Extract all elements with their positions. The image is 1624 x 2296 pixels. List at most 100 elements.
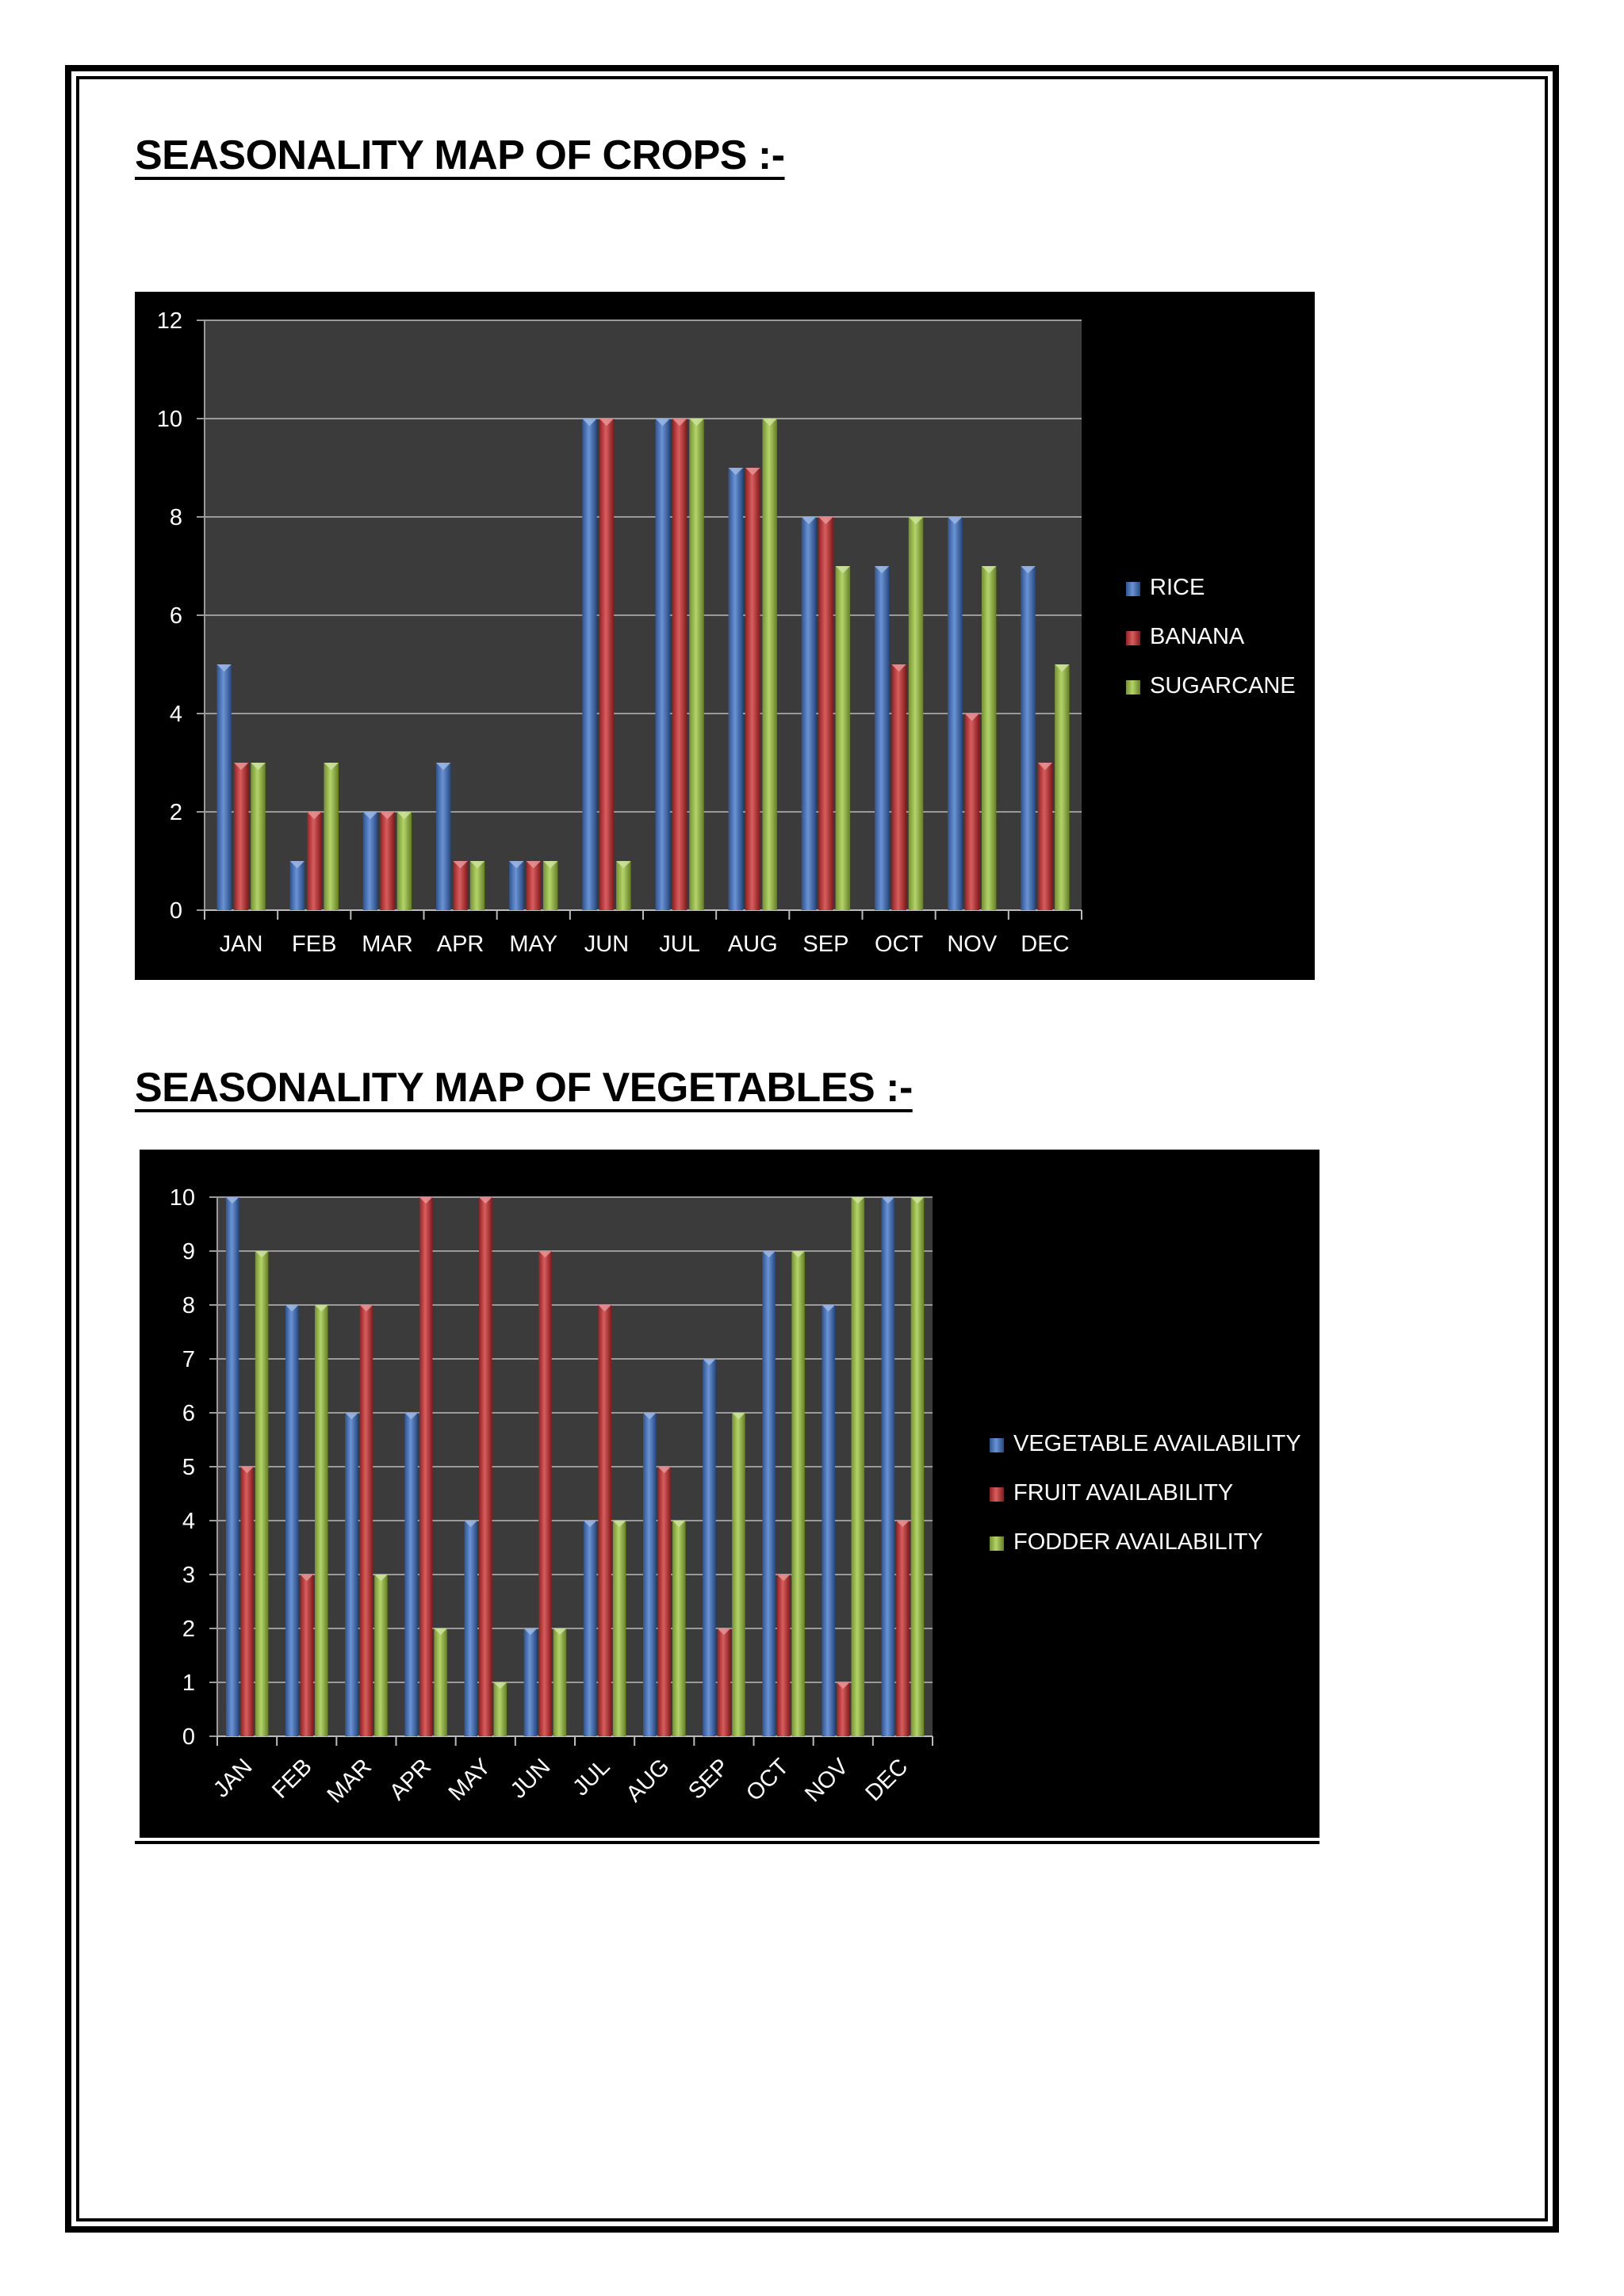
bar-cap xyxy=(526,861,541,869)
x-tick-label: JAN xyxy=(209,1754,257,1802)
bar-cap xyxy=(703,1359,716,1366)
y-tick-label: 6 xyxy=(170,603,182,629)
page-outer-border xyxy=(65,65,1559,2233)
bar-cap xyxy=(374,1575,388,1582)
bar-banana-apr xyxy=(453,861,468,910)
x-tick-label: JAN xyxy=(220,932,263,957)
bar-rice-jun xyxy=(582,419,597,910)
bar-cap xyxy=(300,1575,314,1582)
bar-sugarcane-oct xyxy=(908,517,924,910)
bar-cap xyxy=(616,861,631,869)
bar-cap xyxy=(362,812,378,820)
bar-sugarcane-sep xyxy=(835,566,851,910)
bar-cap xyxy=(776,1575,791,1582)
bar-cap xyxy=(493,1682,508,1689)
x-tick-label: APR xyxy=(385,1754,436,1805)
x-tick-label: APR xyxy=(437,932,485,957)
bar-vegetable-availability-feb xyxy=(285,1305,299,1736)
bar-rice-mar xyxy=(362,812,378,910)
bar-sugarcane-aug xyxy=(762,419,777,910)
legend-swatch-rice xyxy=(1126,582,1140,596)
bar-banana-sep xyxy=(818,517,833,910)
legend-swatch-fruit-availability xyxy=(990,1487,1004,1502)
x-tick-label: MAR xyxy=(323,1754,377,1808)
bar-cap xyxy=(289,861,305,869)
bar-banana-dec xyxy=(1037,763,1053,910)
vegetables-chart-svg: 0 1 2 3 4 5 6 7 8 9 10 JAN FEB MAR APR MAY JUN JUL AUG SEP O… xyxy=(170,1185,1301,1808)
bar-fruit-availability-sep xyxy=(717,1628,731,1736)
bottom-rule xyxy=(135,1841,1320,1844)
bar-cap xyxy=(672,1521,686,1528)
bar-cap xyxy=(469,861,485,869)
x-tick-label: FEB xyxy=(267,1754,317,1804)
y-tick-label: 1 xyxy=(182,1670,195,1696)
y-tick-label: 4 xyxy=(182,1509,195,1534)
bar-sugarcane-mar xyxy=(396,812,412,910)
legend-label-sugarcane: SUGARCANE xyxy=(1150,673,1296,698)
y-tick-label: 3 xyxy=(182,1563,195,1588)
bar-cap xyxy=(655,419,670,427)
bar-sugarcane-feb xyxy=(324,763,339,910)
vegetables-seasonality-chart: 0 1 2 3 4 5 6 7 8 9 10 JAN FEB MAR APR MAY JUN JUL AUG SEP O… xyxy=(140,1150,1320,1838)
y-tick-label: 10 xyxy=(157,407,182,432)
bar-vegetable-availability-may xyxy=(464,1521,477,1736)
bar-cap xyxy=(251,763,266,771)
y-tick-label: 2 xyxy=(182,1617,195,1642)
bar-cap xyxy=(896,1521,910,1528)
bar-fodder-availability-jul xyxy=(612,1521,626,1736)
bar-banana-nov xyxy=(964,714,979,910)
bar-sugarcane-nov xyxy=(981,566,997,910)
bar-cap xyxy=(672,419,688,427)
bar-rice-nov xyxy=(948,517,963,910)
legend-label-fruit-availability: FRUIT AVAILABILITY xyxy=(1013,1480,1233,1506)
bar-fruit-availability-jan xyxy=(240,1467,254,1736)
bar-cap xyxy=(1021,566,1036,574)
bar-fodder-availability-jan xyxy=(255,1251,269,1736)
x-tick-label: NOV xyxy=(800,1754,854,1808)
bar-sugarcane-jun xyxy=(616,861,631,910)
bar-cap xyxy=(910,1197,925,1204)
bar-banana-aug xyxy=(745,468,760,910)
bar-fodder-availability-jun xyxy=(553,1628,567,1736)
bar-vegetable-availability-nov xyxy=(822,1305,835,1736)
bar-fodder-availability-may xyxy=(493,1682,508,1736)
bar-cap xyxy=(1037,763,1053,771)
bar-rice-feb xyxy=(289,861,305,910)
bar-fruit-availability-mar xyxy=(359,1305,373,1736)
bar-fodder-availability-aug xyxy=(672,1521,686,1736)
x-tick-label: OCT xyxy=(875,932,924,957)
bar-cap xyxy=(345,1413,358,1420)
bar-rice-aug xyxy=(728,468,744,910)
bar-cap xyxy=(255,1251,269,1258)
bar-cap xyxy=(307,812,322,820)
bar-banana-feb xyxy=(307,812,322,910)
bar-banana-jan xyxy=(233,763,249,910)
bar-vegetable-availability-oct xyxy=(762,1251,776,1736)
bar-cap xyxy=(908,517,924,525)
bar-rice-jul xyxy=(655,419,670,910)
bar-fodder-availability-nov xyxy=(851,1197,865,1736)
legend-swatch-vegetable-availability xyxy=(990,1438,1004,1452)
crops-seasonality-chart: 0 2 4 6 8 10 12 JAN FEB MAR APR MAY JUN JUL AUG SEP OCT N… xyxy=(135,292,1315,980)
legend-swatch-sugarcane xyxy=(1126,680,1140,695)
x-tick-label: JUL xyxy=(659,932,700,957)
bar-sugarcane-may xyxy=(542,861,558,910)
bar-cap xyxy=(689,419,704,427)
bar-cap xyxy=(791,1251,805,1258)
bar-banana-mar xyxy=(380,812,395,910)
bar-cap xyxy=(642,1413,657,1420)
bar-banana-jun xyxy=(599,419,615,910)
bar-fruit-availability-nov xyxy=(836,1682,850,1736)
bar-cap xyxy=(582,419,597,427)
bar-cap xyxy=(434,1628,447,1636)
bar-cap xyxy=(964,714,979,721)
x-tick-label: NOV xyxy=(947,932,998,957)
x-tick-label: JUL xyxy=(568,1754,615,1800)
bar-cap xyxy=(612,1521,626,1528)
x-tick-label: MAY xyxy=(444,1754,496,1806)
bar-cap xyxy=(1055,664,1070,672)
bar-cap xyxy=(598,1305,611,1312)
y-tick-label: 9 xyxy=(182,1239,195,1265)
bar-cap xyxy=(583,1521,597,1528)
bar-vegetable-availability-mar xyxy=(345,1413,358,1736)
